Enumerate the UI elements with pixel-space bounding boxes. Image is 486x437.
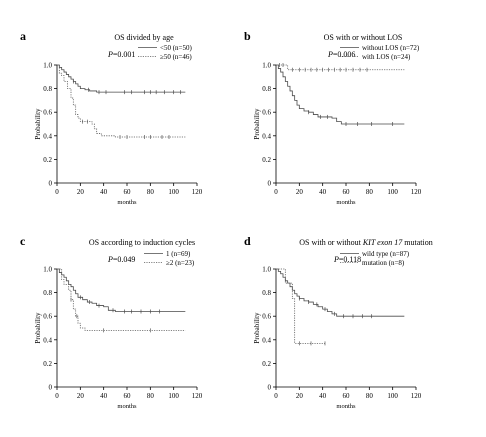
legend-label-0: wild type (n=87)	[362, 250, 410, 258]
x-axis-label: months	[336, 199, 356, 206]
y-axis-label: Probability	[34, 108, 42, 140]
y-tick-label: 0.4	[43, 132, 52, 140]
y-tick-label: 0.2	[262, 156, 271, 164]
x-axis-label: months	[336, 403, 356, 410]
y-axis-label: Probability	[253, 108, 261, 140]
x-tick-label: 120	[192, 188, 203, 196]
x-tick-label: 60	[124, 392, 132, 400]
legend-label-0: <50 (n=50)	[160, 44, 192, 52]
legend-label-1: ≥50 (n=46)	[160, 53, 192, 61]
legend-label-0: 1 (n=69)	[166, 250, 191, 258]
x-tick-label: 80	[147, 392, 155, 400]
series-line-0	[57, 268, 186, 312]
y-tick-label: 0.6	[43, 109, 52, 117]
x-tick-label: 0	[55, 188, 59, 196]
x-tick-label: 0	[274, 392, 278, 400]
panel-letter: b	[244, 29, 251, 43]
x-axis-label: months	[117, 403, 137, 410]
y-tick-label: 0.2	[43, 156, 52, 164]
panel-letter: d	[244, 234, 251, 248]
x-tick-label: 20	[77, 188, 85, 196]
y-tick-label: 0.8	[43, 85, 52, 93]
y-tick-label: 0.4	[262, 336, 271, 344]
chart-title: OS divided by age	[114, 33, 174, 42]
series-line-0	[276, 64, 405, 125]
x-tick-label: 120	[192, 392, 203, 400]
chart-title: OS with or without LOS	[324, 33, 403, 42]
panel-letter: a	[20, 29, 26, 43]
x-tick-label: 120	[411, 188, 422, 196]
y-axis-label: Probability	[34, 312, 42, 344]
x-tick-label: 80	[147, 188, 155, 196]
y-tick-label: 1.0	[262, 266, 271, 274]
y-tick-label: 0	[49, 180, 53, 188]
p-value: P=0.001	[107, 50, 135, 59]
y-tick-label: 1.0	[43, 62, 52, 70]
y-tick-label: 0.2	[262, 360, 271, 368]
y-tick-label: 0.4	[43, 336, 52, 344]
y-tick-label: 1.0	[43, 266, 52, 274]
p-value: P=0.049	[107, 255, 135, 264]
series-line-1	[57, 268, 186, 331]
y-tick-label: 0.6	[43, 313, 52, 321]
x-tick-label: 40	[319, 188, 327, 196]
panel-letter: c	[20, 234, 26, 248]
legend-label-1: with LOS (n=24)	[362, 53, 411, 61]
y-tick-label: 0.4	[262, 132, 271, 140]
y-tick-label: 0.6	[262, 313, 271, 321]
y-tick-label: 0	[49, 384, 53, 392]
p-value: P=0.118	[333, 255, 361, 264]
p-value: P=0.006	[327, 50, 355, 59]
y-tick-label: 0.8	[262, 289, 271, 297]
x-tick-label: 40	[319, 392, 327, 400]
x-tick-label: 0	[55, 392, 59, 400]
y-tick-label: 1.0	[262, 62, 271, 70]
y-axis-label: Probability	[253, 312, 261, 344]
y-tick-label: 0	[268, 384, 272, 392]
x-tick-label: 60	[124, 188, 132, 196]
series-line-1	[57, 64, 186, 138]
series-line-1	[276, 64, 405, 71]
x-tick-label: 20	[77, 392, 85, 400]
x-tick-label: 20	[296, 188, 304, 196]
panel-c: c OS according to induction cycles P=0.049…	[20, 234, 203, 410]
y-tick-label: 0	[268, 180, 272, 188]
x-tick-label: 0	[274, 188, 278, 196]
x-tick-label: 40	[100, 188, 108, 196]
y-tick-label: 0.8	[43, 289, 52, 297]
x-tick-label: 60	[343, 188, 351, 196]
y-tick-label: 0.6	[262, 109, 271, 117]
y-tick-label: 0.2	[43, 360, 52, 368]
panel-d: d OS with or without KIT exon 17 mutation…	[244, 234, 433, 410]
x-tick-label: 40	[100, 392, 108, 400]
x-axis-label: months	[117, 199, 137, 206]
panel-a: a OS divided by age P=0.001 0 20 40 60 80 100 120…	[20, 29, 203, 206]
chart-title: OS with or without KIT exon 17 mutation	[299, 238, 432, 247]
legend-label-1: ≥2 (n=23)	[166, 259, 195, 267]
x-tick-label: 100	[387, 392, 398, 400]
chart-title: OS according to induction cycles	[89, 238, 195, 247]
x-tick-label: 100	[168, 188, 179, 196]
series-line-0	[276, 268, 405, 317]
legend-label-1: mutation (n=8)	[362, 259, 405, 267]
legend-label-0: without LOS (n=72)	[362, 44, 420, 52]
series-line-0	[57, 64, 186, 93]
x-tick-label: 100	[387, 188, 398, 196]
x-tick-label: 120	[411, 392, 422, 400]
x-tick-label: 100	[168, 392, 179, 400]
x-tick-label: 20	[296, 392, 304, 400]
x-tick-label: 60	[343, 392, 351, 400]
y-tick-label: 0.8	[262, 85, 271, 93]
panel-b: b OS with or without LOS P=0.006 0 20 40 60 80 1…	[244, 29, 422, 206]
x-tick-label: 80	[366, 392, 374, 400]
x-tick-label: 80	[366, 188, 374, 196]
